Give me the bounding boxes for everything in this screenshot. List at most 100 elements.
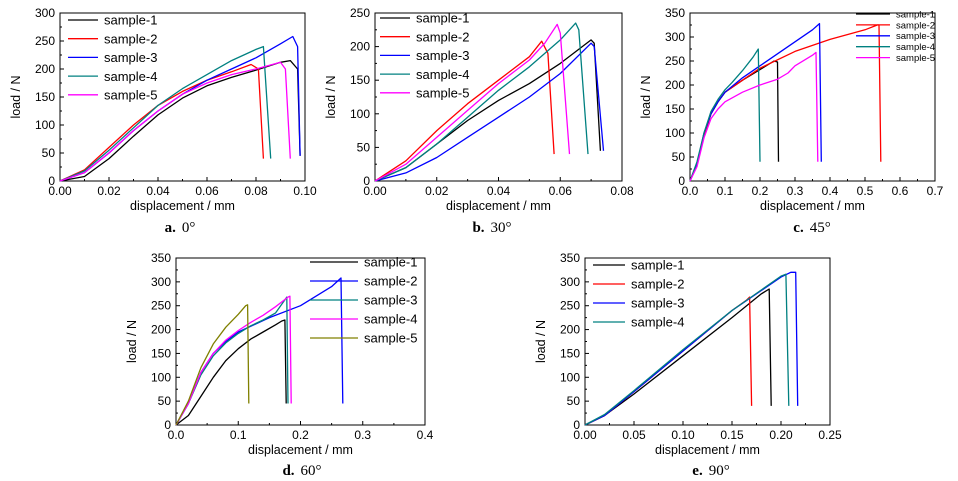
y-tick-label: 0 (48, 174, 55, 188)
x-tick-label: 0.02 (97, 184, 121, 198)
y-tick-label: 50 (672, 150, 686, 164)
y-tick-label: 100 (35, 118, 55, 132)
legend-label: sample-4 (896, 42, 935, 53)
caption-angle: 0° (182, 220, 196, 236)
y-tick-label: 0 (363, 174, 370, 188)
legend-label: sample-2 (631, 277, 684, 292)
legend-label: sample-4 (364, 312, 417, 327)
series-line-sample-5 (59, 61, 291, 182)
y-tick-label: 250 (560, 299, 580, 313)
panel-caption: b. 30° (472, 220, 511, 236)
x-axis-label: displacement / mm (760, 199, 865, 213)
y-axis-label: load / N (639, 75, 653, 118)
x-tick-label: 0.04 (146, 184, 170, 198)
series-line-sample-4 (374, 22, 589, 182)
caption-angle: 45° (810, 220, 831, 236)
legend-label: sample-5 (416, 85, 469, 100)
x-tick-label: 0.06 (549, 184, 573, 198)
y-tick-label: 350 (665, 6, 685, 20)
legend-label: sample-3 (631, 296, 684, 311)
series-line-sample-2 (374, 40, 555, 182)
panel-caption: c. 45° (793, 220, 830, 236)
x-tick-label: 0.0 (682, 184, 699, 198)
series-line-sample-1 (59, 59, 301, 182)
x-tick-label: 0.4 (417, 428, 434, 442)
y-axis-label: load / N (125, 320, 139, 363)
legend-label: sample-3 (896, 31, 935, 42)
series-line-sample-1 (175, 319, 287, 426)
y-axis-label: load / N (324, 75, 338, 118)
x-tick-label: 0.08 (244, 184, 268, 198)
x-tick-label: 0.1 (717, 184, 734, 198)
series-line-sample-4 (175, 295, 292, 426)
legend-label: sample-1 (416, 11, 469, 26)
panel-caption: a. 0° (165, 220, 196, 236)
x-tick-label: 0.1 (230, 428, 247, 442)
y-tick-label: 100 (665, 126, 685, 140)
x-tick-label: 0.00 (48, 184, 72, 198)
x-tick-label: 0.25 (818, 428, 842, 442)
y-tick-label: 350 (560, 251, 580, 265)
x-tick-label: 0.20 (769, 428, 793, 442)
y-tick-label: 0 (164, 418, 171, 432)
y-tick-label: 50 (567, 394, 581, 408)
legend-label: sample-2 (416, 29, 469, 44)
plot-frame (374, 12, 623, 182)
y-tick-label: 150 (560, 346, 580, 360)
y-tick-label: 150 (665, 102, 685, 116)
y-tick-label: 150 (151, 346, 171, 360)
x-tick-label: 0.05 (622, 428, 646, 442)
y-tick-label: 250 (350, 6, 370, 20)
y-tick-label: 200 (665, 78, 685, 92)
y-tick-label: 250 (151, 299, 171, 313)
series-line-sample-4 (584, 273, 790, 426)
y-tick-label: 300 (560, 275, 580, 289)
legend-label: sample-4 (631, 315, 684, 330)
caption-angle: 60° (301, 463, 322, 479)
y-tick-label: 50 (158, 394, 172, 408)
caption-letter: a. (165, 220, 177, 236)
caption-letter: d. (282, 463, 294, 479)
x-axis-label: displacement / mm (248, 443, 353, 457)
y-tick-label: 200 (35, 62, 55, 76)
caption-letter: b. (472, 220, 484, 236)
series-line-sample-2 (59, 63, 265, 182)
legend-label: sample-5 (104, 87, 157, 102)
x-tick-label: 0.00 (573, 428, 597, 442)
y-tick-label: 50 (357, 140, 371, 154)
y-tick-label: 50 (42, 146, 56, 160)
legend-label: sample-1 (364, 255, 417, 270)
series-line-sample-5 (374, 23, 571, 182)
legend-label: sample-4 (104, 69, 157, 84)
chart-e-90-degrees: 0.00 0.05 0.10 0.15 0.20 0.25 0 50 100 150 200 250 3… (534, 251, 842, 479)
y-tick-label: 300 (35, 6, 55, 20)
panel-caption: e. 90° (692, 463, 729, 479)
y-tick-label: 100 (350, 107, 370, 121)
legend-label: sample-1 (631, 258, 684, 273)
y-tick-label: 100 (151, 370, 171, 384)
legend-label: sample-3 (416, 48, 469, 63)
chart-b-30-degrees: 0.00 0.02 0.04 0.06 0.08 0 50 100 150 200 250 displ… (324, 6, 634, 236)
legend-label: sample-2 (364, 274, 417, 289)
y-axis-label: load / N (534, 320, 548, 363)
x-tick-label: 0.00 (363, 184, 387, 198)
series-line-sample-3 (689, 22, 822, 182)
caption-angle: 30° (491, 220, 512, 236)
legend-label: sample-3 (104, 50, 157, 65)
x-tick-label: 0.4 (822, 184, 839, 198)
x-tick-label: 0.02 (425, 184, 449, 198)
x-axis-label: displacement / mm (446, 199, 551, 213)
x-tick-label: 0.06 (195, 184, 219, 198)
x-tick-label: 0.3 (787, 184, 804, 198)
x-tick-label: 0.3 (354, 428, 371, 442)
x-tick-label: 0.2 (292, 428, 309, 442)
x-tick-label: 0.04 (487, 184, 511, 198)
panel-caption: d. 60° (282, 463, 321, 479)
series-line-sample-5 (175, 304, 250, 426)
y-tick-label: 150 (35, 90, 55, 104)
y-tick-label: 300 (665, 30, 685, 44)
y-tick-label: 100 (560, 370, 580, 384)
caption-letter: e. (692, 463, 703, 479)
series-line-sample-4 (59, 45, 272, 182)
